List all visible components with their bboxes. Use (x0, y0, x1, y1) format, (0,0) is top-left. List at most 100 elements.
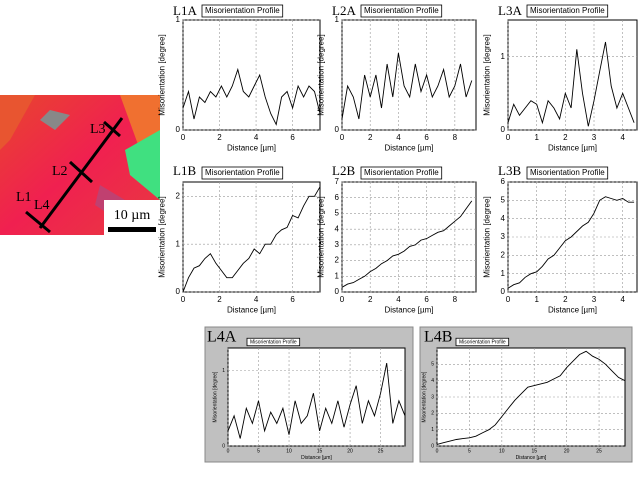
x-tick-label: 4 (396, 295, 401, 304)
grain (40, 110, 70, 130)
x-tick-label: 0 (227, 448, 230, 454)
x-tick-label: 2 (368, 295, 373, 304)
y-tick-label: 2 (431, 411, 434, 417)
x-tick-label: 3 (592, 295, 597, 304)
line-label: L1 (16, 190, 32, 205)
panel-label: L2B (332, 163, 355, 178)
y-tick-label: 0 (501, 287, 506, 296)
line-label: L3 (90, 122, 106, 137)
y-tick-label: 0 (222, 443, 225, 449)
x-tick-label: 0 (506, 133, 511, 142)
panel-label: L3A (498, 3, 522, 18)
panel-label: L1A (173, 3, 197, 18)
line-label: L4 (34, 198, 50, 213)
panel-label: L1B (173, 163, 196, 178)
panel-label: L4A (207, 329, 237, 346)
data-line (182, 186, 321, 293)
title-box (246, 337, 301, 347)
y-tick-label: 0 (176, 125, 181, 134)
x-tick-label: 4 (254, 295, 259, 304)
x-tick-label: 0 (181, 295, 186, 304)
y-axis-label: Misorientation [degree] (482, 34, 491, 115)
title-box (201, 166, 284, 180)
x-tick-label: 2 (217, 295, 222, 304)
line-l3 (103, 120, 121, 138)
chart-title: Misorientation Profile (530, 168, 605, 177)
y-tick-label: 1 (431, 427, 434, 433)
x-tick-label: 6 (290, 295, 295, 304)
chart-title: Misorientation Profile (530, 6, 605, 15)
y-tick-label: 0 (335, 287, 340, 296)
y-tick-label: 3 (501, 232, 506, 241)
x-tick-label: 0 (340, 133, 345, 142)
panel-label: L4B (424, 329, 452, 346)
x-tick-label: 15 (531, 448, 537, 454)
line-l4 (25, 210, 51, 234)
plot-area (227, 347, 406, 447)
y-tick-label: 1 (335, 271, 340, 280)
y-axis-label: Misorientation [degree] (157, 34, 166, 115)
x-tick-label: 5 (257, 448, 260, 454)
x-tick-label: 3 (592, 133, 597, 142)
micrograph: L1 L2 L3 L4 10 µm (0, 95, 160, 235)
chart-title: Misorientation Profile (364, 6, 439, 15)
grain (0, 95, 35, 150)
data-line (341, 200, 473, 288)
x-tick-label: 20 (564, 448, 570, 454)
y-tick-label: 6 (335, 193, 340, 202)
title-box (201, 4, 284, 18)
data-line (436, 350, 626, 445)
x-axis-label: Distance [µm] (548, 144, 597, 153)
y-tick-label: 6 (501, 177, 506, 186)
x-axis-label: Distance [µm] (384, 306, 433, 315)
x-axis-label: Distance [µm] (548, 306, 597, 315)
y-tick-label: 4 (431, 378, 434, 384)
chart-title: Misorientation Profile (205, 168, 280, 177)
x-tick-label: 1 (534, 295, 539, 304)
plot-area (341, 181, 477, 293)
x-tick-label: 4 (620, 295, 625, 304)
x-tick-label: 6 (290, 133, 295, 142)
data-line (227, 363, 406, 439)
y-tick-label: 2 (501, 250, 506, 259)
y-tick-label: 1 (335, 15, 340, 24)
x-tick-label: 2 (217, 133, 222, 142)
plot-area (341, 19, 477, 131)
line-l2 (68, 160, 94, 184)
y-axis-label: Misorientation [degree] (316, 34, 325, 115)
x-tick-label: 8 (453, 295, 458, 304)
y-axis-label: Misorientation [degree] (482, 196, 491, 277)
panel-label: L2A (332, 3, 356, 18)
y-axis-label: Misorientation [degree] (157, 196, 166, 277)
title-box (360, 166, 443, 180)
title-box (455, 337, 510, 347)
plot-area (507, 19, 638, 131)
plot-area (182, 181, 321, 293)
chart-title: Misorientation Profile (459, 339, 506, 345)
y-axis-label: Misorientation [degree] (212, 371, 218, 422)
x-tick-label: 10 (499, 448, 505, 454)
x-tick-label: 5 (468, 448, 471, 454)
x-axis-label: Distance [µm] (516, 455, 547, 461)
x-tick-label: 25 (596, 448, 602, 454)
y-tick-label: 2 (335, 256, 340, 265)
x-tick-label: 6 (424, 295, 429, 304)
x-tick-label: 6 (424, 133, 429, 142)
x-tick-label: 2 (563, 133, 568, 142)
y-tick-label: 3 (335, 240, 340, 249)
plot-area (182, 19, 321, 131)
y-tick-label: 4 (501, 214, 506, 223)
x-tick-label: 0 (436, 448, 439, 454)
y-axis-label: Misorientation [degree] (316, 196, 325, 277)
chart-title: Misorientation Profile (205, 6, 280, 15)
y-tick-label: 5 (431, 362, 434, 368)
y-tick-label: 0 (335, 125, 340, 134)
data-line (182, 67, 321, 126)
x-tick-label: 0 (506, 295, 511, 304)
y-tick-label: 7 (335, 177, 340, 186)
title-box (360, 4, 443, 18)
x-axis-label: Distance [µm] (384, 144, 433, 153)
x-tick-label: 4 (396, 133, 401, 142)
x-tick-label: 0 (340, 295, 345, 304)
